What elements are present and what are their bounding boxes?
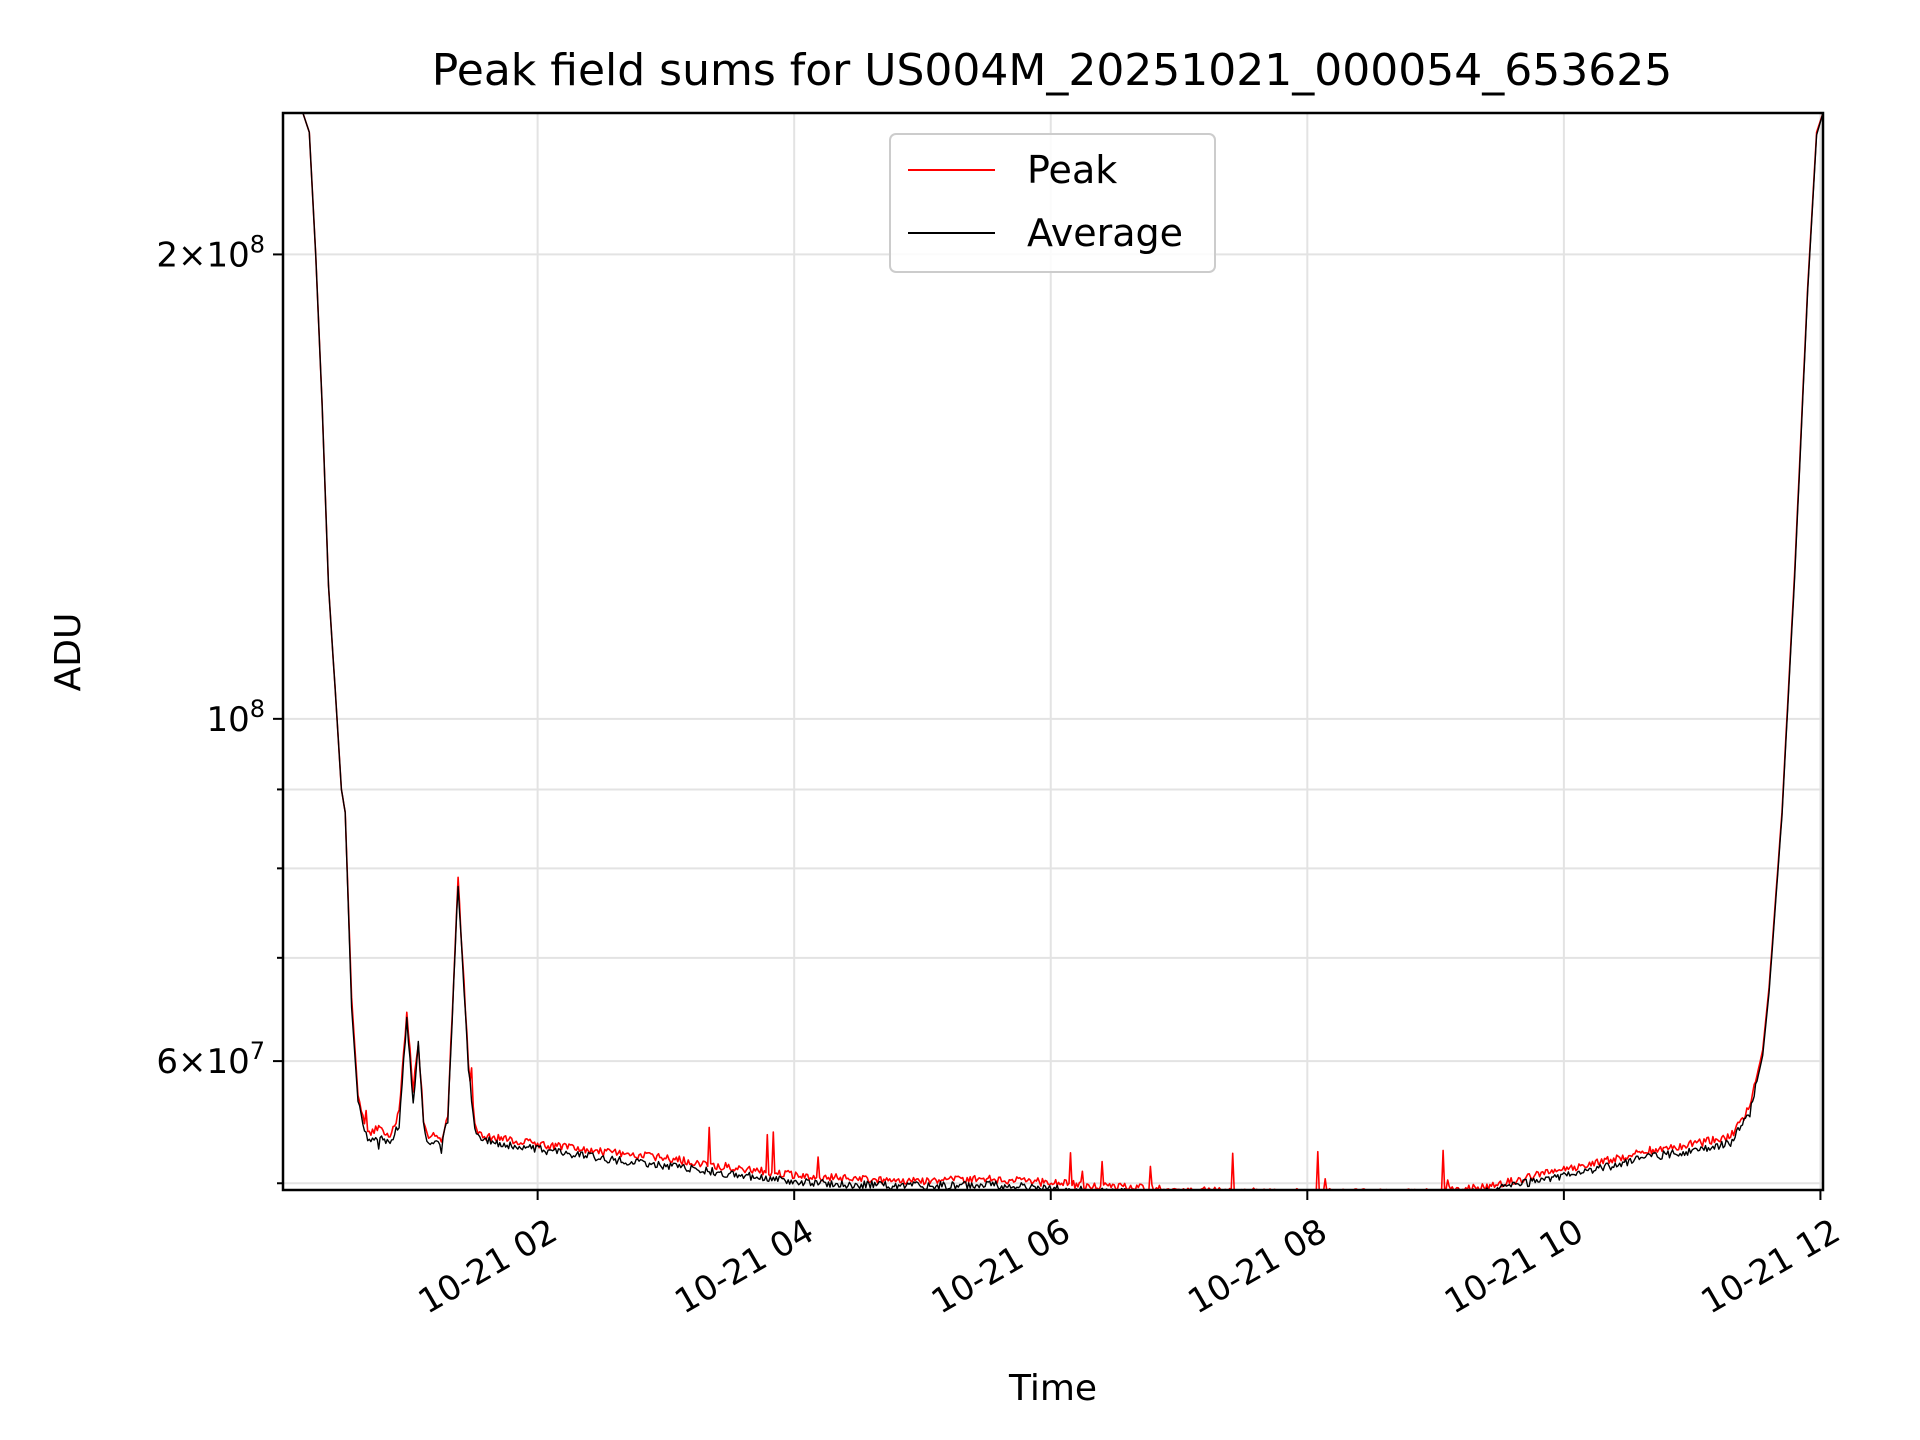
x-axis-label: Time (1008, 1368, 1097, 1409)
y-tick-label: 6×107 (156, 1037, 265, 1082)
legend-label-average: Average (1027, 211, 1183, 255)
legend-box (889, 133, 1216, 273)
grid (283, 113, 1823, 1190)
series-line-average (283, 112, 1824, 1191)
legend-label-peak: Peak (1027, 148, 1117, 192)
plot-frame (281, 111, 1825, 1192)
chart-title: Peak field sums for US004M_20251021_0000… (432, 45, 1672, 96)
y-axis-label: ADU (48, 613, 89, 692)
series-layer (283, 112, 1824, 1191)
y-tick-label: 108 (206, 695, 265, 740)
legend: Peak Average (889, 133, 1216, 273)
y-tick-label: 2×108 (156, 230, 265, 275)
